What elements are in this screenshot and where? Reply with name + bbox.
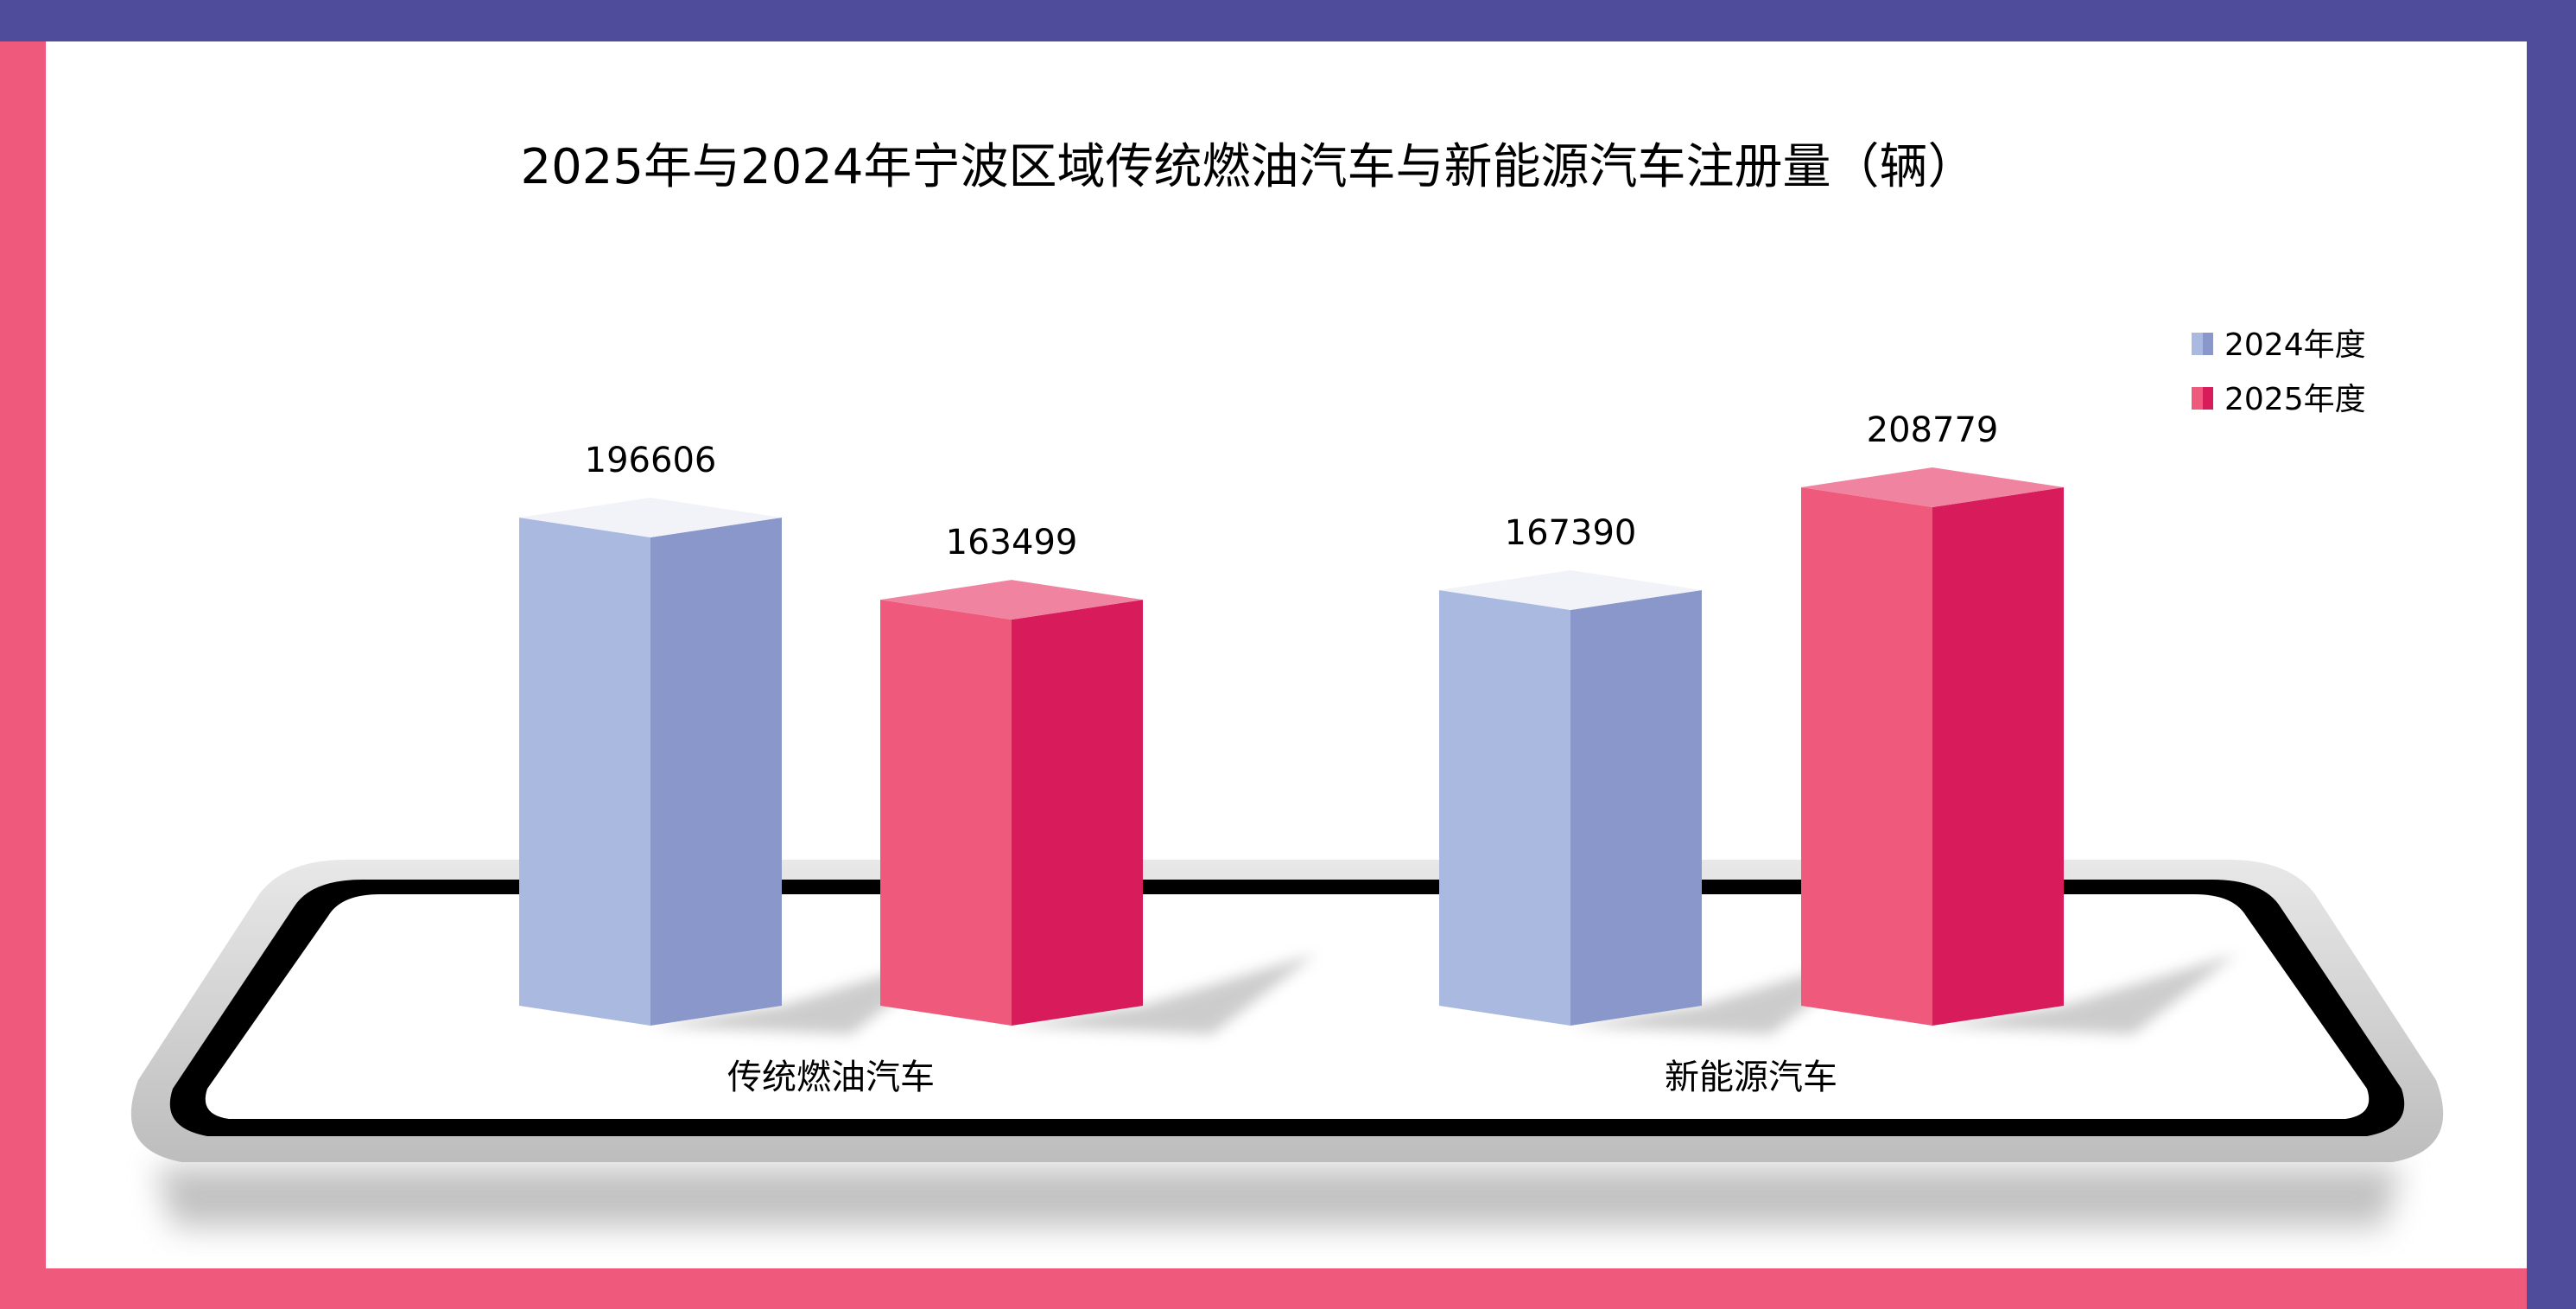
bar-shadow (1570, 954, 1875, 1034)
value-label: 196606 (585, 441, 717, 480)
bar-front-face (519, 518, 650, 1026)
bar-shadow (650, 954, 955, 1034)
frame-corner (0, 0, 46, 41)
bar-top-face (1801, 467, 2064, 508)
legend: 2024年度 2025年度 (2192, 327, 2366, 417)
bar-front-face (1801, 487, 1932, 1026)
bar-2025年度-新能源汽车: 208779 (1801, 410, 2237, 1034)
legend-item-2025: 2025年度 (2192, 382, 2366, 417)
bar-side-face (1932, 487, 2064, 1026)
bar-side-face (1570, 589, 1702, 1026)
platform (130, 860, 2444, 1227)
bar-top-face (1439, 569, 1702, 610)
bar-2025年度-传统燃油汽车: 163499 (880, 523, 1316, 1034)
frame-left (0, 0, 46, 1309)
bar-top-face (880, 580, 1143, 620)
frame-top (0, 0, 2576, 41)
value-label: 163499 (946, 523, 1078, 562)
value-label: 208779 (1867, 410, 1999, 450)
legend-label-2025: 2025年度 (2224, 382, 2366, 417)
frame-right (2527, 0, 2576, 1309)
category-label-0: 传统燃油汽车 (727, 1058, 935, 1097)
bar-side-face (650, 518, 782, 1026)
category-label-1: 新能源汽车 (1665, 1058, 1837, 1097)
bar-shadow (1932, 954, 2237, 1034)
bar-shadow (1012, 954, 1316, 1034)
bar-top-face (519, 498, 782, 537)
frame-bottom (0, 1268, 2527, 1309)
bar-front-face (1439, 589, 1570, 1026)
bar-side-face (1012, 600, 1143, 1026)
value-label: 167390 (1505, 513, 1637, 553)
bar-front-face (880, 600, 1012, 1026)
legend-label-2024: 2024年度 (2224, 327, 2366, 363)
legend-item-2024: 2024年度 (2192, 327, 2366, 363)
bar-2024年度-传统燃油汽车: 196606 (519, 441, 955, 1034)
chart-title: 2025年与2024年宁波区域传统燃油汽车与新能源汽车注册量（辆） (520, 139, 1976, 195)
bar-2024年度-新能源汽车: 167390 (1439, 513, 1875, 1034)
